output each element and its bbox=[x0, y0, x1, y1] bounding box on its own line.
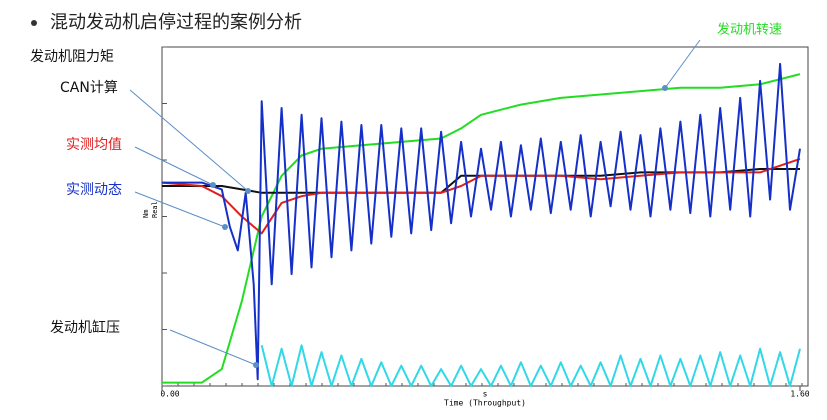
leader-dot bbox=[222, 224, 228, 230]
y-axis-sublabel: Real bbox=[151, 201, 159, 218]
chart-title: 混动发动机启停过程的案例分析 bbox=[50, 12, 302, 33]
leader-line bbox=[134, 191, 226, 228]
bullet bbox=[31, 20, 37, 26]
leader-dot bbox=[662, 85, 668, 91]
leader-line bbox=[129, 89, 249, 192]
series-line bbox=[161, 157, 801, 235]
x-tick-label: 0.00 bbox=[160, 390, 179, 399]
leader-line bbox=[134, 146, 214, 186]
series-label: 实测动态 bbox=[66, 182, 122, 198]
leader-line bbox=[664, 39, 701, 89]
series-label: CAN计算 bbox=[60, 80, 118, 96]
series-label: 发动机转速 bbox=[717, 22, 782, 38]
x-axis-label: Time (Throughput) bbox=[444, 399, 526, 408]
leader-line bbox=[169, 329, 257, 366]
x-axis-unit: s bbox=[483, 390, 488, 399]
series-label: 发动机缸压 bbox=[50, 319, 120, 336]
series-line bbox=[162, 62, 801, 381]
leader-dot bbox=[245, 188, 251, 194]
series-label: 实测均值 bbox=[66, 137, 122, 153]
leader-dot bbox=[253, 362, 259, 368]
series-line bbox=[260, 344, 801, 387]
annotation: 发动机阻力矩 bbox=[30, 49, 114, 65]
leader-dot bbox=[210, 182, 216, 188]
x-tick-label: 1.60 bbox=[790, 390, 809, 399]
y-axis-label: Nm bbox=[142, 210, 150, 218]
